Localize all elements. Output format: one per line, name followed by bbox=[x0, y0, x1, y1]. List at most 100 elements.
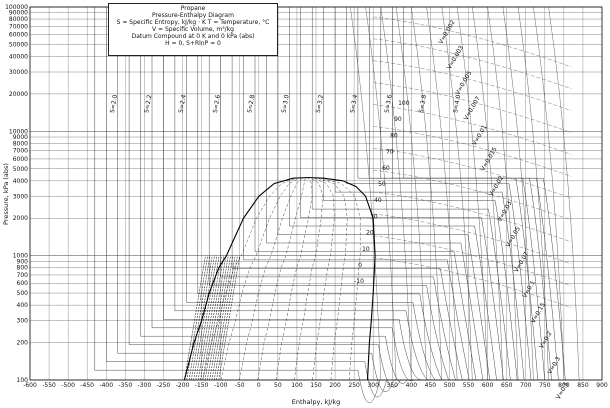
x-tick-label: 700 bbox=[520, 382, 532, 389]
isochore-label: V=0.1 bbox=[521, 279, 536, 299]
x-tick-label: -600 bbox=[23, 382, 37, 389]
x-tick-label: 900 bbox=[596, 382, 608, 389]
isochore-curve bbox=[373, 60, 572, 111]
liquid-hatch bbox=[184, 255, 206, 381]
isentrope-curve bbox=[365, 6, 397, 381]
x-tick-label: 50 bbox=[274, 382, 282, 389]
legend-line-2: V = Specific Volume, m³/kg bbox=[152, 26, 234, 33]
quality-line bbox=[275, 177, 313, 381]
isochore-label: V=0.15 bbox=[530, 301, 547, 324]
y-tick-label: 300 bbox=[17, 318, 29, 325]
x-tick-labels: -600 -550 -500 -450 -400 -350 -300 -250 -200 -150… bbox=[23, 382, 608, 389]
x-axis-label: Enthalpy, kJ/kg bbox=[292, 398, 341, 406]
y-tick-label: 100 bbox=[17, 377, 29, 384]
isotherm-curve bbox=[197, 7, 442, 381]
isochore-curve bbox=[373, 126, 572, 177]
isotherm-curve bbox=[380, 7, 552, 381]
x-tick-label: 750 bbox=[539, 382, 551, 389]
isochore-curve bbox=[373, 148, 572, 199]
chart-legend-box: Propane Pressure-Enthalpy Diagram S = Sp… bbox=[108, 3, 278, 56]
isotherms bbox=[94, 6, 580, 403]
saturation-dome bbox=[183, 176, 376, 381]
y-tick-label: 900 bbox=[17, 258, 29, 265]
isentrope-curve bbox=[395, 6, 427, 381]
liquid-hatch bbox=[209, 255, 231, 381]
isotherm-curve bbox=[334, 7, 525, 381]
isotherm-curve bbox=[346, 7, 532, 381]
isotherm-curve bbox=[208, 7, 449, 381]
x-tick-label: 300 bbox=[367, 382, 379, 389]
isentrope-curve bbox=[472, 6, 504, 381]
x-tick-label: -550 bbox=[42, 382, 56, 389]
isotherm-curve bbox=[311, 7, 511, 381]
isotherm-curve bbox=[186, 7, 436, 381]
liquid-hatch bbox=[200, 255, 222, 381]
liquid-hatch bbox=[218, 255, 240, 381]
y-axis-label: Pressure, kPa (abs) bbox=[2, 163, 10, 225]
y-tick-label: 8000 bbox=[13, 140, 28, 147]
isentrope-curve bbox=[533, 6, 565, 381]
isotherm-curve bbox=[151, 7, 415, 382]
isotherm-label: 50 bbox=[378, 181, 386, 188]
y-tick-label: 600 bbox=[17, 280, 29, 287]
isotherm-curve bbox=[220, 7, 456, 381]
isochore-curve bbox=[373, 191, 572, 243]
x-tick-label: 650 bbox=[501, 382, 513, 389]
x-tick-label: -250 bbox=[157, 382, 171, 389]
isotherm-label: 90 bbox=[394, 116, 402, 123]
isentrope-curve bbox=[350, 6, 381, 381]
liquid-hatch bbox=[207, 255, 229, 381]
y-tick-label: 50000 bbox=[9, 41, 28, 48]
quality-line bbox=[308, 177, 335, 381]
y-tick-label: 100000 bbox=[5, 4, 28, 11]
y-tick-label: 20000 bbox=[9, 91, 28, 98]
x-tick-label: -450 bbox=[80, 382, 94, 389]
y-tick-label: 400 bbox=[17, 302, 29, 309]
isochore-curve bbox=[373, 82, 572, 133]
isentrope-label: S=3.6 bbox=[384, 94, 394, 113]
y-tick-label: 2000 bbox=[13, 215, 28, 222]
isochore-curve bbox=[373, 16, 572, 68]
isotherm-label: 10 bbox=[362, 246, 370, 253]
liquid-hatch bbox=[193, 255, 215, 381]
isochore-label: V=0.005 bbox=[454, 70, 473, 96]
isotherm-curve bbox=[323, 7, 518, 381]
quality-line bbox=[308, 177, 348, 381]
liquid-hatch bbox=[197, 255, 220, 381]
x-tick-label: 200 bbox=[329, 382, 341, 389]
y-tick-label: 70000 bbox=[9, 23, 28, 30]
liquid-hatch bbox=[195, 255, 218, 381]
isentrope-label: S=3.4 bbox=[349, 94, 359, 113]
quality-line bbox=[257, 177, 309, 381]
isentrope-label: S=2.2 bbox=[143, 94, 153, 113]
isotherm-curve bbox=[266, 7, 484, 381]
isochore-curve bbox=[373, 38, 572, 89]
isotherm-curve bbox=[94, 7, 381, 403]
x-tick-label: 250 bbox=[348, 382, 360, 389]
y-tick-label: 500 bbox=[17, 290, 29, 297]
isochore-label: V=0.03 bbox=[496, 200, 513, 223]
y-tick-label: 90000 bbox=[9, 10, 28, 17]
isochore-label: V=0.3 bbox=[547, 356, 562, 376]
isentrope-curve bbox=[456, 6, 488, 381]
liquid-hatch bbox=[211, 255, 234, 381]
y-tick-label: 40000 bbox=[9, 53, 28, 60]
x-tick-label: 150 bbox=[310, 382, 322, 389]
isochore-label: V=0.007 bbox=[463, 95, 482, 121]
isotherm-curve bbox=[369, 7, 545, 381]
isotherm-curve bbox=[254, 7, 477, 381]
plot-frame bbox=[29, 6, 603, 381]
isotherm-curve bbox=[403, 7, 566, 381]
quality-line bbox=[202, 177, 309, 381]
liquid-hatch bbox=[213, 255, 236, 381]
isotherm-label: 70 bbox=[386, 149, 394, 156]
chart-subtitle: Pressure-Enthalpy Diagram bbox=[152, 12, 234, 19]
isotherm-label: 30 bbox=[370, 213, 378, 220]
x-tick-label: -50 bbox=[235, 382, 245, 389]
x-tick-label: 400 bbox=[406, 382, 418, 389]
isochore-curve bbox=[373, 235, 572, 286]
grid-minor bbox=[29, 6, 603, 381]
